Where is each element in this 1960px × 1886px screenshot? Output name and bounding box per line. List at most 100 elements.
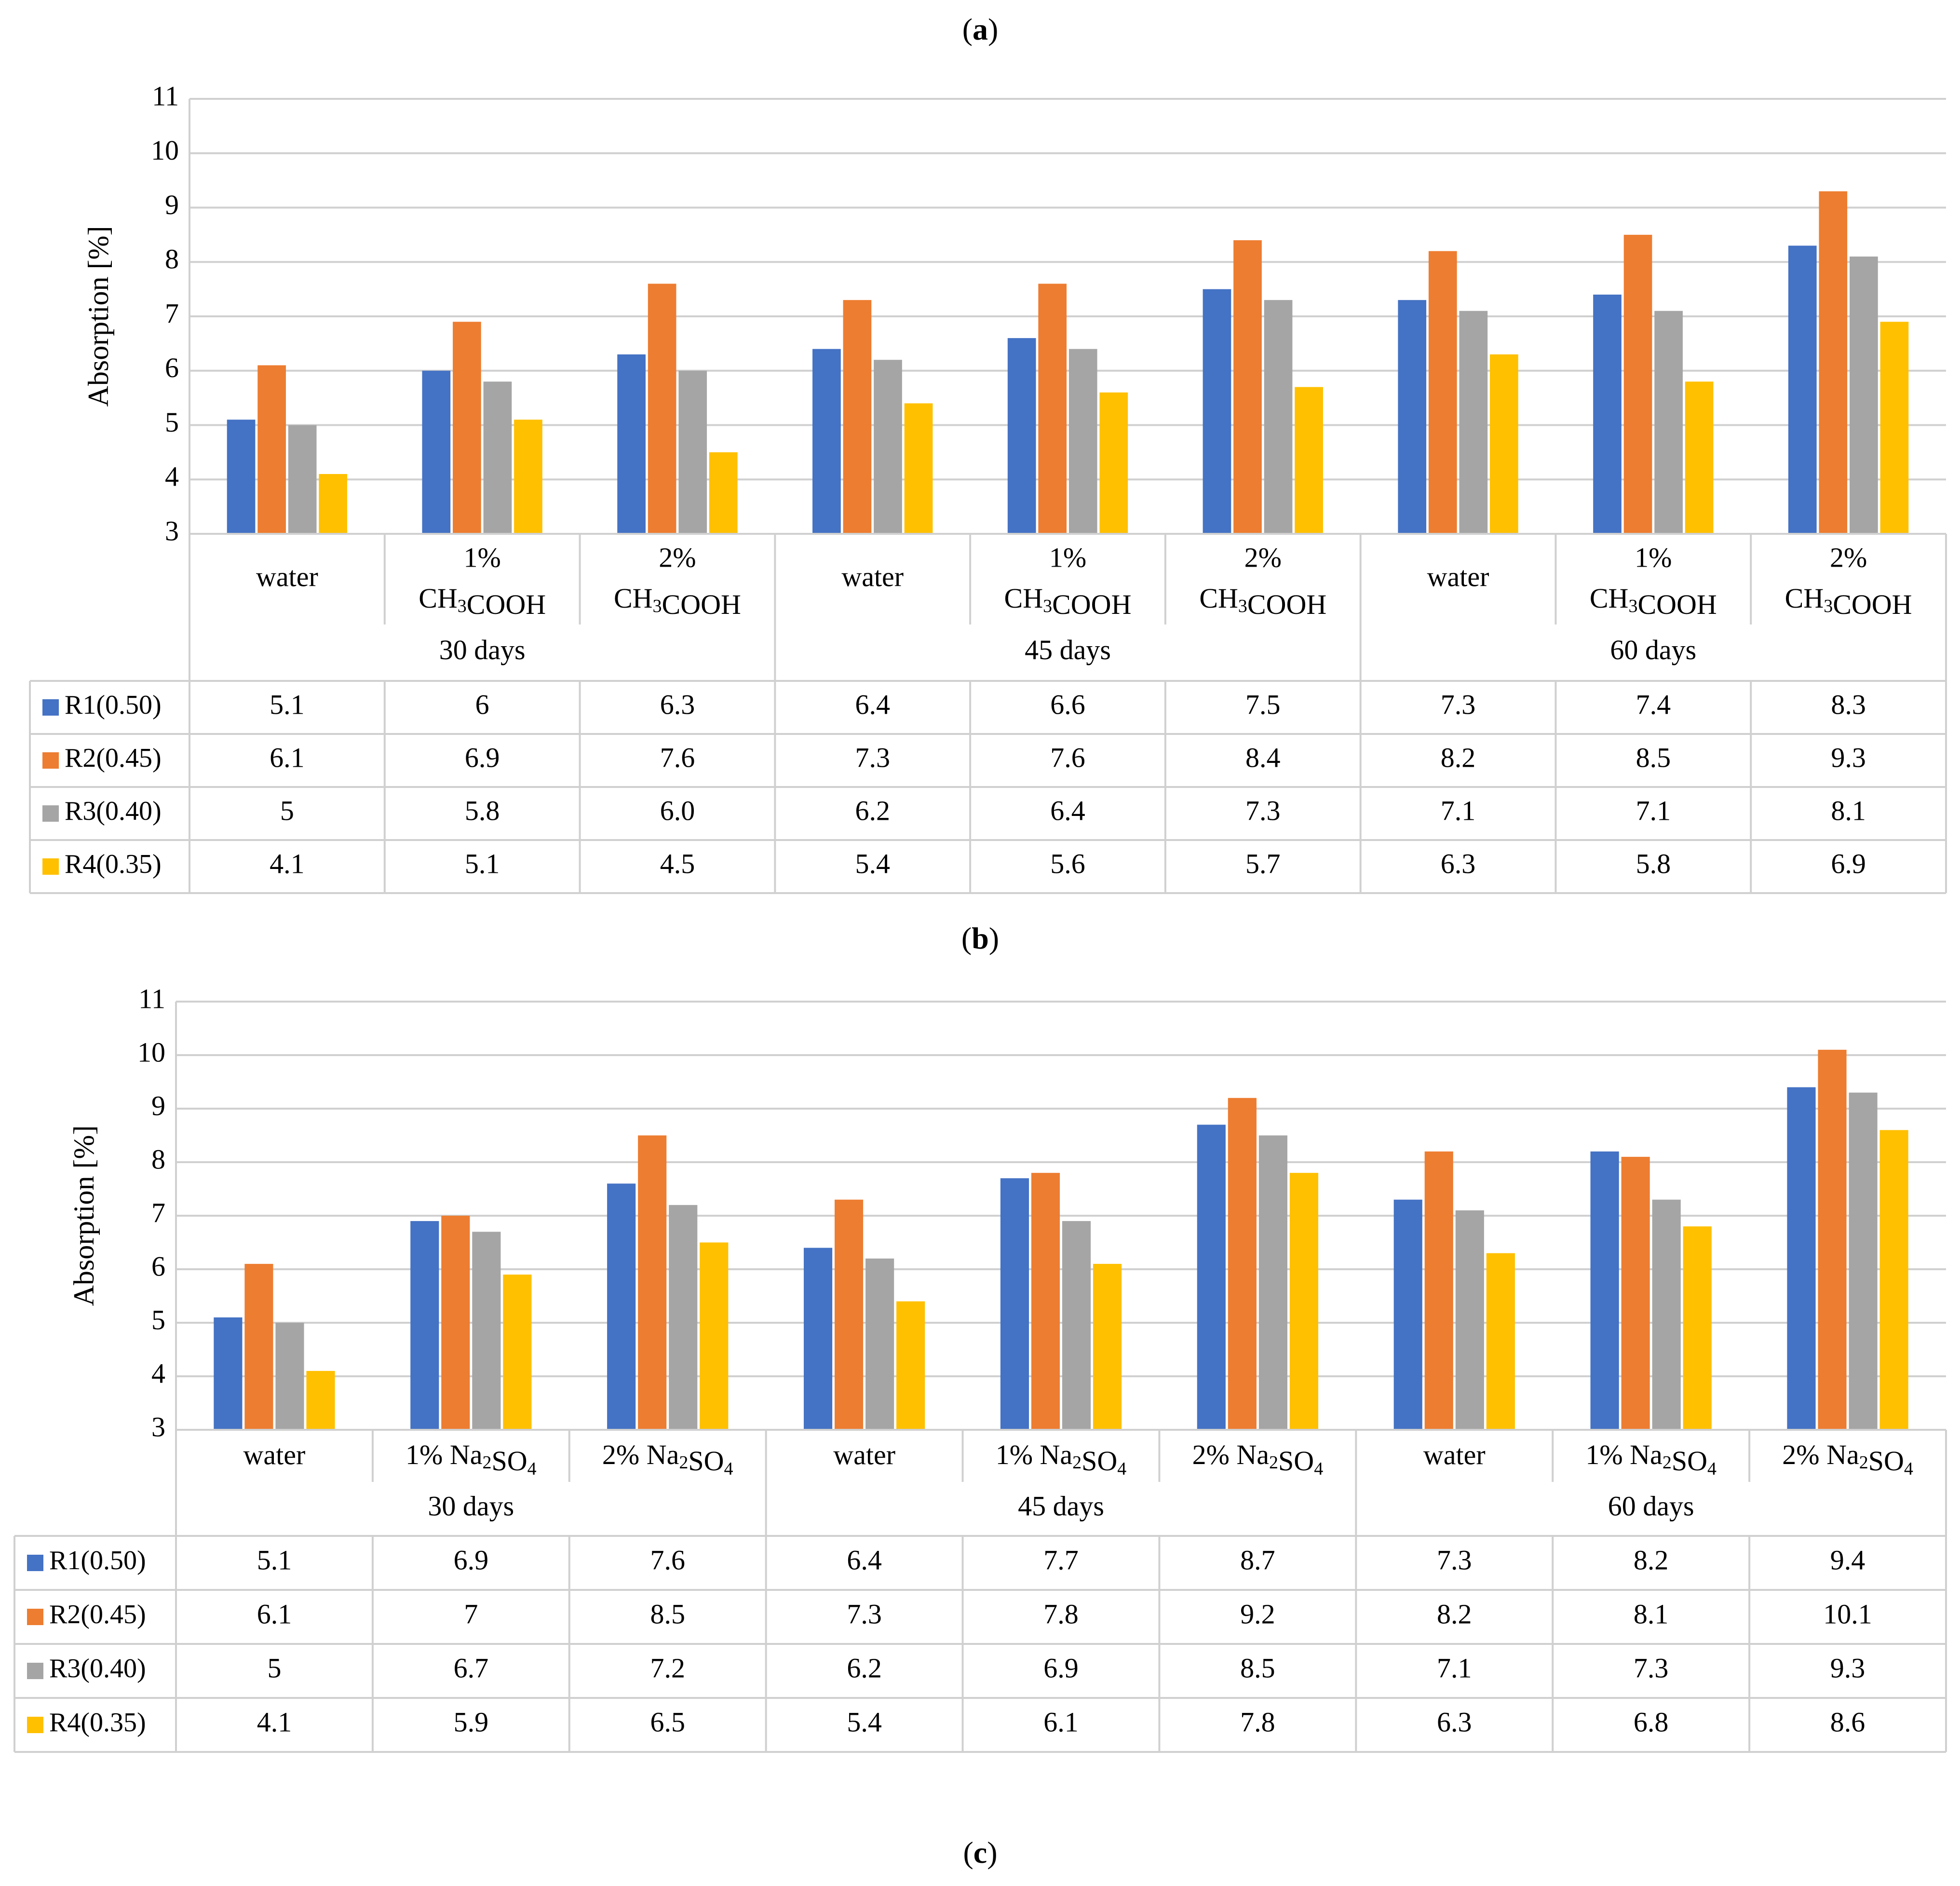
panel-label-b: (b) bbox=[961, 921, 999, 955]
data-label: 7.3 bbox=[847, 1598, 882, 1629]
label-fragment: COOH bbox=[1247, 589, 1326, 620]
category-label: 2% bbox=[659, 542, 696, 573]
data-label: 5.8 bbox=[465, 795, 500, 826]
category-label: 1% bbox=[1049, 542, 1086, 573]
data-label: 9.4 bbox=[1830, 1544, 1865, 1575]
data-label: 10.1 bbox=[1823, 1598, 1872, 1629]
group-label: 30 days bbox=[428, 1490, 514, 1521]
bar-r3-4 bbox=[874, 360, 902, 534]
data-label: 8.7 bbox=[1240, 1544, 1275, 1575]
label-fragment: SO bbox=[1278, 1445, 1314, 1477]
label-fragment: SO bbox=[1868, 1445, 1904, 1477]
y-tick-label: 7 bbox=[165, 298, 179, 329]
data-label: 4.5 bbox=[660, 848, 695, 879]
bar-r1-7 bbox=[1393, 1199, 1422, 1430]
label-fragment: COOH bbox=[1052, 589, 1131, 620]
y-tick-label: 5 bbox=[151, 1304, 165, 1335]
bar-r4-8 bbox=[1683, 1226, 1712, 1430]
bar-r4-7 bbox=[1486, 1253, 1515, 1430]
data-label: 6.2 bbox=[847, 1652, 882, 1683]
bar-r4-2 bbox=[503, 1275, 532, 1430]
label-fragment: 1 bbox=[996, 1439, 1010, 1470]
y-tick-label: 11 bbox=[138, 983, 165, 1014]
data-label: 7.1 bbox=[1437, 1652, 1472, 1683]
data-label: 6.5 bbox=[650, 1706, 685, 1737]
label-fragment: 1 bbox=[406, 1439, 419, 1470]
category-label: 2% Na2SO4 bbox=[1782, 1439, 1913, 1479]
data-label: 6.9 bbox=[1043, 1652, 1079, 1683]
data-label: 7.5 bbox=[1245, 689, 1281, 720]
data-label: 5 bbox=[280, 795, 294, 826]
label-fragment: SO bbox=[1081, 1445, 1117, 1477]
data-label: 7.8 bbox=[1043, 1598, 1079, 1629]
label-fragment: 4 bbox=[1314, 1459, 1323, 1479]
data-label: 7.6 bbox=[1050, 742, 1085, 773]
label-fragment: 4 bbox=[527, 1459, 537, 1479]
label-fragment: COOH bbox=[467, 589, 546, 620]
data-label: 6 bbox=[475, 689, 489, 720]
bar-r3-2 bbox=[483, 381, 512, 534]
legend-label: R3(0.40) bbox=[49, 1654, 146, 1683]
label-fragment: 2 bbox=[1192, 1439, 1206, 1470]
panel-label-a: (a) bbox=[962, 12, 999, 46]
bar-r4-1 bbox=[306, 1370, 335, 1430]
y-tick-label: 9 bbox=[151, 1090, 165, 1121]
y-tick-label: 6 bbox=[165, 352, 179, 383]
category-label-formula: CH3COOH bbox=[1785, 583, 1912, 620]
data-label: 6.2 bbox=[855, 795, 890, 826]
label-fragment: COOH bbox=[1833, 589, 1912, 620]
bar-r3-9 bbox=[1849, 1092, 1878, 1430]
bar-r4-6 bbox=[1295, 387, 1323, 534]
label-fragment: 2 bbox=[1269, 1452, 1278, 1473]
data-label: 8.2 bbox=[1437, 1598, 1472, 1629]
label-fragment: 2 bbox=[1859, 1452, 1868, 1473]
group-label: 60 days bbox=[1608, 1490, 1694, 1521]
category-label-formula: CH3COOH bbox=[419, 583, 546, 620]
panel-letter: c bbox=[973, 1835, 987, 1870]
bar-r4-7 bbox=[1490, 354, 1518, 534]
label-fragment: 1 bbox=[1585, 1439, 1599, 1470]
data-label: 6.9 bbox=[1831, 848, 1866, 879]
data-label: 5.7 bbox=[1245, 848, 1281, 879]
data-label: 6.3 bbox=[1437, 1706, 1472, 1737]
bar-r1-4 bbox=[803, 1248, 833, 1430]
data-label: 6.4 bbox=[1050, 795, 1085, 826]
bar-r3-2 bbox=[472, 1232, 501, 1430]
legend-label: R2(0.45) bbox=[65, 743, 162, 773]
label-fragment: COOH bbox=[1637, 589, 1717, 620]
label-fragment: % Na bbox=[1599, 1439, 1662, 1470]
label-fragment: 3 bbox=[653, 596, 662, 616]
label-fragment: ( bbox=[961, 921, 972, 955]
bar-r4-9 bbox=[1879, 1130, 1908, 1430]
bar-r3-8 bbox=[1654, 311, 1683, 534]
legend-label: R4(0.35) bbox=[65, 849, 162, 879]
panel-letter: a bbox=[973, 12, 988, 46]
bar-r1-5 bbox=[1000, 1178, 1029, 1430]
y-tick-label: 8 bbox=[165, 244, 179, 275]
bar-r1-2 bbox=[422, 370, 451, 534]
label-fragment: 2 bbox=[482, 1452, 491, 1473]
data-label: 7.4 bbox=[1636, 689, 1671, 720]
bar-r2-8 bbox=[1621, 1156, 1650, 1430]
data-label: 4.1 bbox=[257, 1706, 292, 1737]
bar-r4-5 bbox=[1099, 392, 1128, 534]
bar-r4-1 bbox=[319, 474, 348, 534]
category-label: water bbox=[833, 1439, 895, 1470]
data-label: 8.6 bbox=[1830, 1706, 1865, 1737]
bar-r4-3 bbox=[709, 452, 738, 534]
bar-r2-6 bbox=[1233, 240, 1262, 534]
data-label: 7.8 bbox=[1240, 1706, 1275, 1737]
y-tick-label: 3 bbox=[151, 1411, 165, 1442]
bar-r1-5 bbox=[1007, 338, 1036, 534]
legend-label: R4(0.35) bbox=[49, 1708, 146, 1737]
bar-r3-4 bbox=[865, 1258, 894, 1430]
label-fragment: COOH bbox=[662, 589, 741, 620]
label-fragment: CH bbox=[419, 583, 458, 614]
category-label: 1% bbox=[464, 542, 501, 573]
data-label: 7 bbox=[464, 1598, 478, 1629]
data-label: 5.6 bbox=[1050, 848, 1085, 879]
y-tick-label: 7 bbox=[151, 1197, 165, 1228]
data-label: 5 bbox=[267, 1652, 281, 1683]
data-label: 6.0 bbox=[660, 795, 695, 826]
data-label: 5.1 bbox=[257, 1544, 292, 1575]
